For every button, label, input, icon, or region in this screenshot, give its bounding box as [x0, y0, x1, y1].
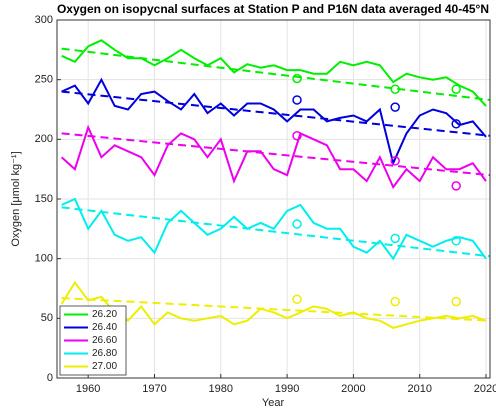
legend-label: 26.40	[92, 322, 117, 333]
trend-line	[61, 297, 490, 322]
y-axis-label: Oxygen [μmol kg⁻¹]	[10, 151, 22, 246]
legend-label: 26.20	[92, 309, 117, 320]
x-tick-label: 1990	[275, 383, 299, 395]
y-tick-label: 50	[41, 312, 53, 324]
trend-line	[61, 47, 490, 101]
x-tick-label: 1960	[76, 383, 100, 395]
y-tick-label: 0	[47, 372, 53, 384]
x-tick-label: 2010	[407, 383, 431, 395]
p16n-marker	[390, 296, 400, 307]
plot-frame	[56, 19, 491, 379]
x-tick-label: 1970	[142, 383, 166, 395]
legend-label: 27.00	[92, 361, 117, 372]
chart-title: Oxygen on isopycnal surfaces at Station …	[57, 2, 489, 16]
p16n-marker	[292, 131, 302, 141]
p16n-marker	[292, 73, 302, 84]
y-tick-label: 300	[35, 14, 53, 26]
series-line	[61, 39, 487, 107]
y-tick-label: 100	[35, 253, 53, 265]
p16n-marker	[292, 294, 302, 304]
p16n-marker	[451, 181, 461, 191]
y-tick-label: 200	[35, 133, 53, 145]
p16n-marker	[390, 156, 400, 166]
p16n-marker	[451, 119, 461, 129]
trend-line	[61, 132, 490, 177]
y-tick-label: 250	[35, 74, 53, 86]
p16n-marker	[451, 236, 461, 246]
p16n-marker	[390, 233, 400, 244]
p16n-marker	[390, 84, 400, 94]
trend-line	[61, 90, 490, 137]
p16n-marker	[451, 296, 461, 307]
p16n-marker	[451, 84, 461, 94]
series-line	[60, 280, 487, 329]
p16n-marker	[292, 219, 302, 229]
p16n-marker	[390, 102, 400, 112]
trend-line	[61, 206, 490, 258]
legend-label: 26.60	[92, 335, 117, 346]
legend-label: 26.80	[92, 348, 117, 359]
series-line	[61, 197, 487, 261]
y-tick-label: 150	[35, 193, 53, 205]
x-tick-label: 2020	[474, 383, 496, 395]
series-line	[61, 77, 487, 167]
x-tick-label: 2000	[341, 383, 365, 395]
x-axis-label: Year	[262, 397, 285, 409]
x-tick-label: 1980	[209, 383, 233, 395]
series-line	[60, 124, 487, 190]
p16n-marker	[292, 95, 302, 105]
